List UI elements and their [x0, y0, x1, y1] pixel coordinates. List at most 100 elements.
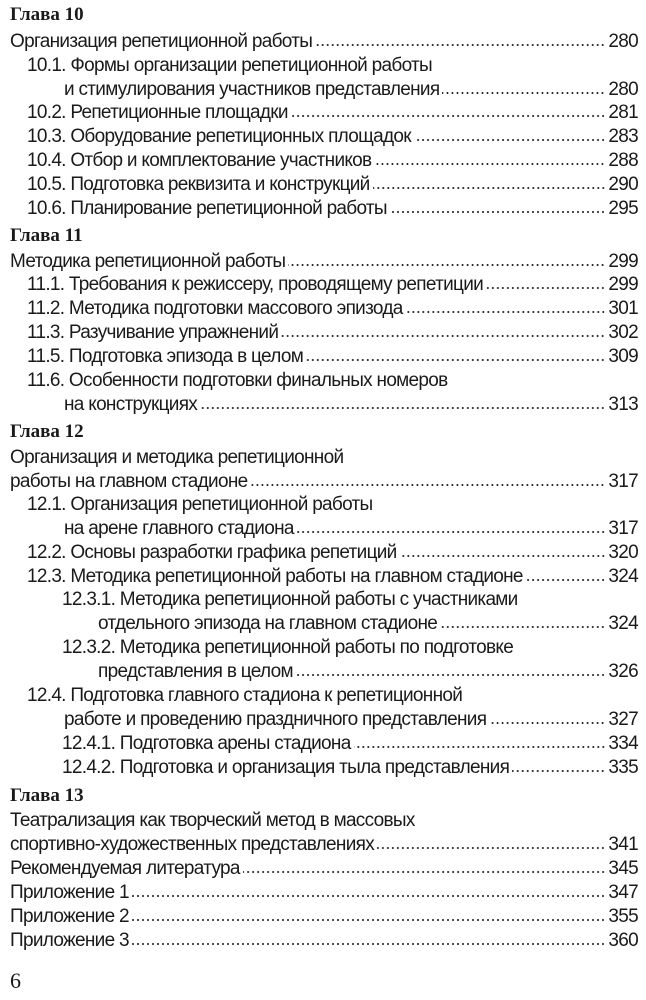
toc-entry: 12.3. Методика репетиционной работы на г…	[27, 565, 639, 589]
toc-entry-title: 11.3. Разучивание упражнений	[27, 322, 279, 343]
toc-entry: 10.2. Репетиционные площадки 281	[27, 101, 639, 125]
dot-leader	[413, 138, 606, 142]
dot-leader	[377, 846, 606, 850]
toc-entry-title: 10.1. Формы организации репетиционной ра…	[27, 55, 433, 76]
toc-entry-page: 326	[608, 661, 638, 682]
toc-entry: на конструкциях 313	[64, 393, 639, 417]
toc-entry-title: на конструкциях	[64, 394, 198, 415]
dot-leader	[315, 43, 606, 47]
toc-entry: 12.1. Организация репетиционной работы	[27, 493, 638, 517]
dot-leader	[295, 673, 606, 677]
toc-entry-title: и стимулирования участников представлени…	[64, 79, 440, 100]
chapter-heading: Глава 13	[10, 784, 638, 808]
toc-entry: 10.5. Подготовка реквизита и конструкций…	[27, 173, 639, 197]
toc-entry: Организация и методика репетиционной	[10, 446, 638, 470]
toc-entry: 12.4. Подготовка главного стадиона к реп…	[27, 684, 638, 708]
toc-entry-title: 10.6. Планирование репетиционной работы	[27, 198, 388, 219]
toc-entry-page: 288	[608, 150, 638, 171]
dot-leader	[131, 942, 606, 946]
toc-entry: 12.3.1. Методика репетиционной работы с …	[62, 588, 638, 612]
toc-entry-page: 320	[608, 542, 638, 563]
toc-entry-title: 11.5. Подготовка эпизода в целом	[27, 346, 304, 367]
toc-entry-title: 12.3.2. Методика репетиционной работы по…	[62, 637, 514, 658]
dot-leader	[399, 554, 606, 558]
toc-entry-title: Глава 10	[10, 4, 84, 25]
toc-entry: 11.2. Методика подготовки массового эпиз…	[27, 297, 639, 321]
toc-entry-title: Глава 13	[10, 785, 84, 806]
toc-entry-title: 10.4. Отбор и комплектование участников	[27, 150, 372, 171]
toc-entry-page: 280	[608, 79, 638, 100]
toc-entry-title: отдельного эпизода на главном стадионе	[98, 613, 438, 634]
toc-entry: 11.5. Подготовка эпизода в целом 309	[27, 345, 639, 369]
toc-entry: 10.1. Формы организации репетиционной ра…	[27, 54, 638, 78]
toc-entry: 12.4.1. Подготовка арены стадиона 334	[62, 732, 639, 756]
toc-entry: работы на главном стадионе 317	[10, 470, 639, 494]
toc-entry-title: Организация репетиционной работы	[10, 31, 313, 52]
toc-entry: отдельного эпизода на главном стадионе 32…	[98, 612, 639, 636]
dot-leader	[353, 745, 606, 749]
toc-entry-title: 12.1. Организация репетиционной работы	[27, 494, 373, 515]
toc-entry-page: 347	[608, 882, 638, 903]
toc-entry: 11.6. Особенности подготовки финальных н…	[27, 369, 638, 393]
toc-entry-page: 334	[608, 733, 638, 754]
dot-leader	[389, 210, 606, 214]
toc-entry-title: Рекомендуемая литература	[10, 858, 240, 879]
toc-entry-page: 313	[608, 394, 638, 415]
toc-entry: Приложение 2 355	[10, 905, 639, 929]
toc-entry-page: 341	[608, 834, 638, 855]
toc-entry: и стимулирования участников представлени…	[64, 78, 639, 102]
toc-entry-title: 11.1. Требования к режиссеру, проводящем…	[27, 274, 484, 295]
dot-leader	[242, 870, 606, 874]
toc-entry-title: Глава 12	[10, 421, 84, 442]
toc-entry-page: 355	[608, 906, 638, 927]
toc-entry: Театрализация как творческий метод в мас…	[10, 809, 638, 833]
toc-entry: 10.3. Оборудование репетиционных площадо…	[27, 125, 639, 149]
toc-entry-title: Организация и методика репетиционной	[10, 447, 344, 468]
toc-entry-page: 281	[608, 102, 638, 123]
toc-entry: 11.1. Требования к режиссеру, проводящем…	[27, 273, 639, 297]
toc-entry: 10.6. Планирование репетиционной работы 2…	[27, 197, 639, 221]
toc-entry-title: Приложение 3	[10, 930, 130, 951]
dot-leader	[525, 578, 606, 582]
toc-entry-title: Методика репетиционной работы	[10, 251, 286, 272]
toc-entry-page: 324	[608, 566, 638, 587]
toc-entry: Рекомендуемая литература 345	[10, 857, 639, 881]
toc-entry: Приложение 1 347	[10, 881, 639, 905]
toc-entry-title: 12.2. Основы разработки графика репетици…	[27, 542, 397, 563]
toc-entry-title: представления в целом	[98, 661, 294, 682]
toc-entry: спортивно-художественных представлениях 3…	[10, 833, 639, 857]
toc-entry-page: 302	[608, 322, 638, 343]
toc-entry-page: 301	[608, 298, 638, 319]
toc-entry-title: Глава 11	[10, 225, 83, 246]
toc-entry: 11.3. Разучивание упражнений 302	[27, 321, 639, 345]
dot-leader	[131, 918, 606, 922]
toc-entry: 12.2. Основы разработки графика репетици…	[27, 541, 639, 565]
chapter-heading: Глава 11	[10, 224, 638, 248]
dot-leader	[489, 721, 606, 725]
dot-leader	[250, 483, 606, 487]
toc-entry-page: 324	[608, 613, 638, 634]
dot-leader	[512, 769, 606, 773]
toc-entry-title: 11.6. Особенности подготовки финальных н…	[27, 370, 448, 391]
toc-entry-page: 295	[608, 198, 638, 219]
toc-entry-page: 280	[608, 31, 638, 52]
toc-entry: на арене главного стадиона 317	[64, 517, 639, 541]
toc-entry-title: 10.3. Оборудование репетиционных площадо…	[27, 126, 412, 147]
toc-entry-title: на арене главного стадиона	[64, 518, 294, 539]
toc-entry-title: 10.2. Репетиционные площадки	[27, 102, 289, 123]
toc-entry-page: 360	[608, 930, 638, 951]
dot-leader	[440, 625, 606, 629]
toc-entry: 12.4.2. Подготовка и организация тыла пр…	[62, 756, 639, 780]
toc-entry-page: 283	[608, 126, 638, 147]
toc-entry-title: 12.4.2. Подготовка и организация тыла пр…	[62, 757, 510, 778]
dot-leader	[372, 186, 606, 190]
dot-leader	[296, 530, 606, 534]
toc-entry-page: 309	[608, 346, 638, 367]
toc-entry-title: 12.3. Методика репетиционной работы на г…	[27, 566, 523, 587]
toc-entry-page: 345	[608, 858, 638, 879]
dot-leader	[281, 334, 606, 338]
page-number: 6	[10, 968, 21, 993]
toc-entry-title: Театрализация как творческий метод в мас…	[10, 810, 415, 831]
toc-entry-page: 299	[608, 251, 638, 272]
dot-leader	[288, 263, 606, 267]
